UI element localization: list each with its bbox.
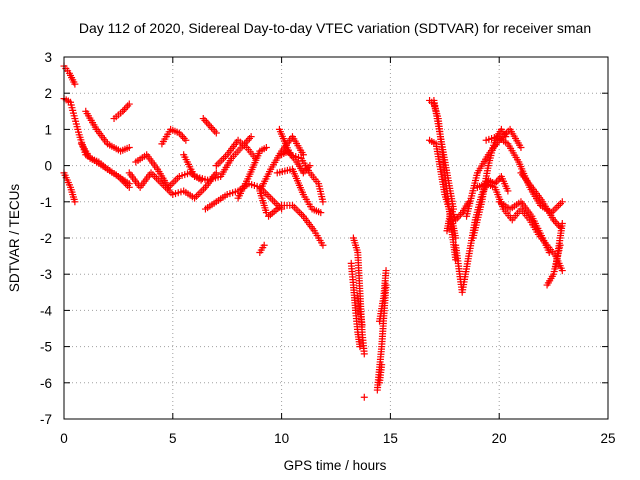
series-t36 — [495, 198, 553, 256]
data-marker — [473, 180, 566, 275]
grid — [64, 57, 608, 419]
data-marker — [212, 136, 259, 170]
series-t10 — [199, 115, 220, 137]
series-t25 — [376, 267, 390, 325]
x-tick-label: 5 — [169, 431, 177, 446]
y-tick-label: -3 — [40, 267, 52, 282]
series-t0 — [60, 62, 79, 88]
series-t17 — [273, 165, 325, 217]
series-t34 — [473, 180, 566, 275]
plot-frame — [63, 56, 609, 420]
data-points — [60, 62, 566, 401]
series-t2 — [60, 169, 79, 206]
data-marker — [360, 393, 368, 401]
x-tick-label: 25 — [600, 431, 615, 446]
y-tick-label: 0 — [44, 159, 52, 174]
data-marker — [273, 165, 325, 217]
series-t33 — [469, 125, 510, 242]
y-tick-label: 1 — [44, 122, 52, 137]
data-marker — [110, 100, 133, 123]
series-t15 — [256, 241, 268, 256]
data-marker — [347, 259, 364, 351]
data-marker — [354, 292, 366, 329]
data-marker — [158, 125, 190, 148]
data-marker — [60, 169, 79, 206]
data-marker — [201, 180, 286, 213]
y-axis-label: SDTVAR / TECUs — [7, 184, 22, 293]
data-marker — [180, 133, 255, 184]
x-tick-label: 0 — [60, 431, 68, 446]
y-tick-label: -4 — [40, 303, 52, 318]
series-t12 — [212, 136, 259, 170]
x-tick-label: 20 — [492, 431, 507, 446]
series-t14 — [256, 133, 307, 217]
data-marker — [256, 241, 268, 256]
data-marker — [234, 144, 270, 202]
series-t4 — [82, 107, 133, 155]
data-marker — [199, 115, 220, 137]
data-marker — [495, 198, 553, 256]
data-marker — [82, 107, 133, 155]
series-t39 — [552, 220, 566, 271]
data-marker — [517, 169, 564, 231]
data-marker — [265, 201, 327, 249]
y-tick-label: 2 — [44, 86, 52, 101]
data-marker — [376, 267, 390, 325]
data-marker — [60, 62, 79, 88]
y-tick-label: -6 — [40, 376, 52, 391]
data-marker — [278, 147, 314, 177]
series-t29 — [430, 96, 458, 213]
y-tick-label: -1 — [40, 195, 52, 210]
series-t22 — [354, 292, 366, 329]
data-marker — [469, 125, 510, 242]
data-marker — [376, 361, 386, 387]
x-tick-label: 10 — [274, 431, 289, 446]
x-tick-label: 15 — [383, 431, 398, 446]
series-t9 — [180, 133, 255, 184]
y-tick-label: -5 — [40, 340, 52, 355]
series-t23 — [360, 393, 368, 401]
series-t37 — [517, 169, 564, 231]
data-marker — [256, 133, 307, 217]
chart-title: Day 112 of 2020, Sidereal Day-to-day VTE… — [79, 20, 591, 36]
series-t16 — [265, 201, 327, 249]
series-t20 — [347, 259, 364, 351]
series-t8 — [158, 125, 190, 148]
series-t3 — [77, 140, 133, 191]
x-axis-label: GPS time / hours — [284, 458, 387, 473]
series-t13 — [234, 144, 270, 202]
series-t5 — [110, 100, 133, 123]
series-t11 — [201, 180, 286, 213]
data-marker — [77, 140, 133, 191]
series-t26 — [376, 361, 386, 387]
data-marker — [552, 220, 566, 271]
series-t19 — [278, 147, 314, 177]
y-tick-label: -7 — [40, 412, 52, 427]
y-tick-label: -2 — [40, 231, 52, 246]
y-tick-label: 3 — [44, 50, 52, 65]
data-marker — [430, 96, 458, 213]
